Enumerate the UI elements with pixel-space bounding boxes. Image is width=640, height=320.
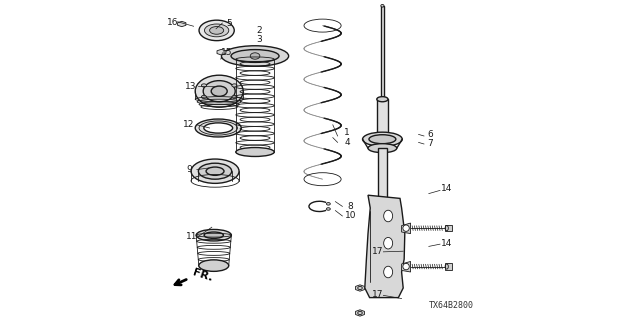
Polygon shape — [365, 195, 405, 298]
Text: 11: 11 — [186, 232, 198, 241]
Text: 17: 17 — [372, 290, 383, 299]
Ellipse shape — [204, 123, 233, 133]
Text: FR.: FR. — [191, 267, 214, 283]
Ellipse shape — [210, 27, 224, 34]
Ellipse shape — [377, 97, 388, 102]
Ellipse shape — [232, 84, 237, 87]
Ellipse shape — [369, 135, 396, 144]
Text: 9: 9 — [186, 165, 191, 174]
Text: 5: 5 — [226, 19, 232, 28]
Ellipse shape — [211, 86, 227, 96]
Ellipse shape — [383, 237, 393, 249]
Ellipse shape — [383, 210, 393, 222]
Polygon shape — [356, 310, 364, 316]
Text: 17: 17 — [372, 247, 383, 256]
Ellipse shape — [403, 225, 410, 231]
Text: 8: 8 — [348, 202, 353, 211]
Bar — [377, 99, 388, 141]
Ellipse shape — [377, 138, 388, 143]
Ellipse shape — [403, 263, 410, 270]
Bar — [378, 148, 387, 200]
Text: 2: 2 — [257, 26, 262, 35]
Ellipse shape — [195, 75, 243, 107]
Ellipse shape — [191, 159, 239, 183]
Ellipse shape — [232, 95, 237, 99]
Text: 15: 15 — [221, 48, 233, 57]
Ellipse shape — [326, 208, 330, 210]
Text: 3: 3 — [257, 36, 262, 44]
Ellipse shape — [362, 132, 402, 146]
Ellipse shape — [206, 167, 224, 175]
Polygon shape — [356, 285, 364, 291]
Ellipse shape — [196, 229, 232, 241]
Ellipse shape — [199, 20, 234, 41]
Ellipse shape — [202, 95, 207, 99]
Polygon shape — [402, 223, 411, 234]
Ellipse shape — [231, 50, 279, 62]
Polygon shape — [217, 49, 226, 55]
Ellipse shape — [199, 260, 228, 271]
Ellipse shape — [204, 232, 223, 238]
Ellipse shape — [205, 24, 229, 37]
Ellipse shape — [204, 81, 236, 102]
Text: 13: 13 — [185, 82, 196, 91]
Text: 6: 6 — [428, 130, 433, 139]
Text: 4: 4 — [344, 138, 350, 147]
Ellipse shape — [250, 53, 260, 59]
Text: 14: 14 — [441, 184, 452, 193]
Text: 7: 7 — [428, 140, 433, 148]
Ellipse shape — [383, 266, 393, 278]
Ellipse shape — [326, 203, 330, 205]
Ellipse shape — [368, 144, 397, 153]
Text: 14: 14 — [441, 239, 452, 248]
Ellipse shape — [202, 84, 207, 87]
Polygon shape — [402, 261, 411, 272]
Text: TX64B2800: TX64B2800 — [429, 301, 474, 310]
Bar — [445, 263, 452, 270]
Ellipse shape — [221, 46, 289, 66]
Ellipse shape — [381, 4, 384, 7]
Bar — [381, 6, 384, 99]
Text: 1: 1 — [344, 128, 350, 137]
Ellipse shape — [198, 163, 232, 179]
Bar — [445, 225, 452, 231]
Text: 16: 16 — [167, 18, 179, 27]
Ellipse shape — [236, 148, 275, 156]
Text: 12: 12 — [183, 120, 195, 129]
Text: 10: 10 — [345, 212, 356, 220]
Polygon shape — [178, 21, 186, 27]
Ellipse shape — [195, 119, 241, 137]
